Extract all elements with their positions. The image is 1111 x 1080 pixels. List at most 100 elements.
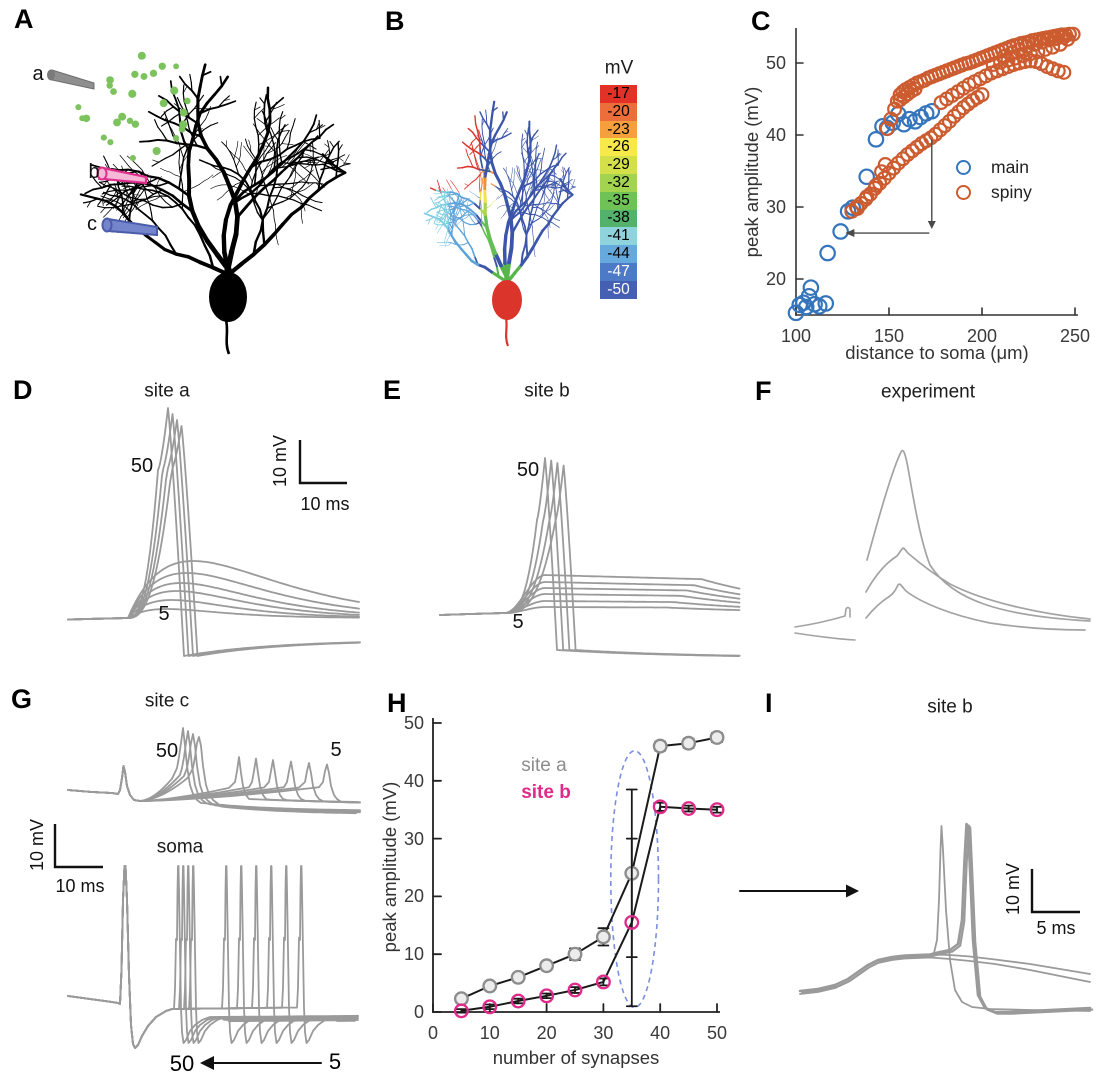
- dendrite-branch: [265, 117, 269, 127]
- experiment-trace: [794, 632, 856, 641]
- dendrite-branch: [261, 169, 266, 177]
- spiny-legend-label: spiny: [991, 182, 1032, 202]
- dendrite-branch: [308, 123, 315, 134]
- dendrite-branch: [112, 163, 119, 170]
- d-scale-ms: 10 ms: [300, 494, 350, 514]
- synapse-dot: [106, 82, 113, 89]
- dendrite-branch: [568, 181, 572, 185]
- dendrite-branch: [262, 141, 265, 148]
- dendrite-branch: [122, 212, 128, 219]
- dendrite-branch: [508, 204, 512, 209]
- experiment-trace: [866, 449, 1091, 622]
- tick-label: 50: [765, 53, 786, 73]
- colorbar-entry: -29: [600, 156, 637, 174]
- panel-g-traces: [67, 727, 361, 1049]
- dendrite-branch: [455, 223, 459, 227]
- scatter-point: [879, 121, 895, 137]
- e-title: site b: [524, 380, 570, 402]
- scalebar: [298, 440, 347, 485]
- dendrite-branch: [343, 159, 347, 166]
- dendrite-branch: [92, 186, 103, 191]
- trace: [67, 560, 360, 621]
- dendrite-branch: [534, 159, 538, 168]
- data-point: [539, 958, 555, 974]
- dendrite-branch: [551, 208, 559, 218]
- dendrite-branch: [484, 206, 489, 210]
- dendrite-branch: [435, 214, 440, 217]
- dendrite-branch: [452, 217, 456, 223]
- dendrite-branch: [552, 170, 557, 175]
- dendrite-branch: [561, 152, 567, 159]
- dendrite-branch: [448, 193, 452, 199]
- dendrite-branch: [464, 185, 469, 190]
- synapse-dot: [118, 112, 127, 121]
- dendrite-branch: [472, 166, 480, 171]
- dendrite-branch: [552, 202, 556, 207]
- dendrite-branch: [221, 166, 232, 171]
- dendrite-branch: [297, 147, 307, 155]
- dendrite-branch: [233, 154, 239, 160]
- arrowhead-down: [927, 221, 936, 230]
- dendrite-branch: [488, 151, 494, 165]
- dendrite-branch: [208, 105, 212, 114]
- dendrite-branch: [476, 219, 483, 227]
- main-legend-marker: [956, 160, 971, 175]
- panel-letter-d: D: [13, 375, 33, 405]
- dendrite-branch: [445, 232, 448, 239]
- scatter-point: [1060, 31, 1076, 47]
- dendrite-branch: [235, 160, 240, 168]
- dendrite-branch: [546, 167, 550, 173]
- dendrite-branch: [456, 225, 462, 232]
- dendrite-branch: [280, 157, 291, 164]
- c-x-axis-label: distance to soma (μm): [845, 341, 1029, 363]
- dendrite-branch: [444, 208, 446, 216]
- dendrite-branch: [112, 195, 120, 202]
- dendrite-branch: [229, 150, 234, 156]
- dendrite-branch: [497, 206, 501, 209]
- tick-label: 20: [765, 269, 786, 289]
- dendrite-branch: [456, 193, 460, 201]
- dendrite-branch: [131, 199, 137, 206]
- dendrite-branch: [490, 183, 496, 187]
- dendrite-branch: [113, 189, 118, 197]
- dendrite-branch: [474, 115, 477, 125]
- dendrite-branch: [162, 132, 168, 142]
- dendrite-branch: [199, 180, 205, 185]
- scatter-point: [1015, 48, 1031, 64]
- axon-a: [224, 319, 231, 355]
- dendrite-branch: [526, 167, 528, 174]
- dendrite-branch: [546, 209, 551, 212]
- dendrite-branch: [171, 194, 184, 206]
- dendrite-branch: [509, 179, 513, 183]
- dendrite-branch: [309, 172, 316, 179]
- dendrite-branch: [213, 165, 224, 169]
- dendrite-branch: [487, 238, 493, 249]
- data-point: [595, 929, 611, 945]
- synapse-dot: [129, 154, 136, 162]
- dendrite-branch: [454, 202, 459, 208]
- dendrite-branch: [124, 204, 130, 212]
- dendrite-branch: [556, 152, 561, 158]
- dendrite-branch: [192, 130, 198, 138]
- synapse-dot: [184, 97, 191, 105]
- dendrite-branch: [123, 193, 130, 197]
- dendrite-branch: [559, 184, 565, 188]
- dendrite-branch: [253, 173, 257, 186]
- dendrite-branch: [149, 204, 152, 214]
- dendrite-branch: [516, 201, 521, 211]
- dendrite-branch: [430, 206, 438, 210]
- dendrite-branch: [464, 222, 471, 226]
- dendrite-branch: [181, 158, 186, 165]
- dendrite-branch: [558, 189, 564, 193]
- dendrite-branch: [278, 104, 285, 108]
- data-point: [539, 988, 555, 1004]
- dendrite-branch: [541, 209, 545, 214]
- dendrite-branch: [504, 128, 509, 134]
- dendrite-branch: [506, 271, 517, 284]
- panel-b-neuron: [423, 100, 576, 347]
- dendrite-branch: [461, 165, 469, 169]
- dendrite-branch: [201, 63, 207, 77]
- dendrite-branch: [144, 233, 157, 244]
- dendrite-branch: [110, 186, 117, 192]
- dendrite-branch: [212, 174, 218, 178]
